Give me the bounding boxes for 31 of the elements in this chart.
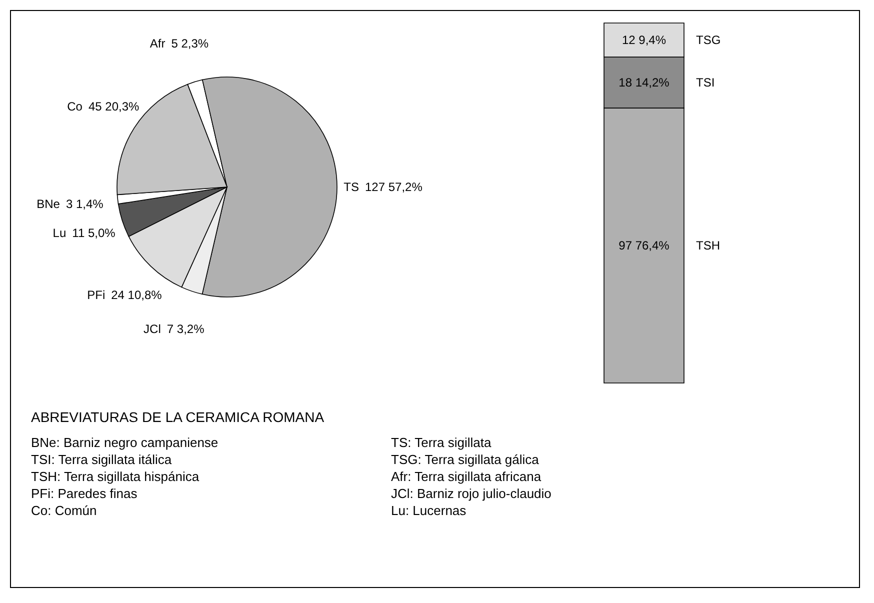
data-label: 24 10,8% bbox=[111, 288, 162, 302]
data-label: 7 3,2% bbox=[166, 322, 205, 336]
text: Co: Común bbox=[31, 503, 98, 518]
text: BNe: Barniz negro campaniense bbox=[31, 435, 220, 450]
data-label: 12 9,4% bbox=[622, 33, 666, 48]
text: TS: Terra sigillata bbox=[391, 435, 492, 450]
data-label: 3 1,4% bbox=[66, 196, 104, 211]
data-label: 18 14,2% bbox=[618, 76, 670, 90]
slice-label: PFi bbox=[87, 288, 106, 302]
slice-label: BNe bbox=[36, 196, 60, 211]
slice-label: TS bbox=[344, 180, 359, 194]
text: TSG: Terra sigillata gálica bbox=[391, 452, 540, 467]
data-label: 11 5,0% bbox=[72, 226, 116, 240]
data-label: 5 2,3% bbox=[171, 36, 209, 51]
slice-label: Lu bbox=[52, 226, 66, 240]
data-label: 127 57,2% bbox=[365, 180, 423, 194]
series-label: TSI bbox=[696, 76, 715, 90]
series-label: TSH bbox=[696, 238, 720, 253]
slice-label: Afr bbox=[150, 36, 166, 51]
text: ABREVIATURAS DE LA CERAMICA ROMANA bbox=[31, 409, 326, 425]
slice-label: JCl bbox=[144, 322, 161, 336]
text: TSH: Terra sigillata hispánica bbox=[31, 469, 200, 484]
series-label: TSG bbox=[696, 33, 721, 48]
text: TSI: Terra sigillata itálica bbox=[31, 452, 173, 467]
data-label: 45 20,3% bbox=[88, 99, 140, 114]
text: Lu: Lucernas bbox=[391, 503, 468, 518]
slice-label: Co bbox=[67, 99, 83, 114]
text: PFi: Paredes finas bbox=[31, 486, 138, 501]
text: JCl: Barniz rojo julio-claudio bbox=[391, 486, 552, 501]
data-label: 97 76,4% bbox=[618, 238, 670, 253]
text: Afr: Terra sigillata africana bbox=[391, 469, 542, 484]
